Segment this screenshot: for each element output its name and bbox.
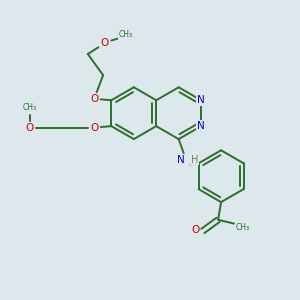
Text: N: N xyxy=(197,121,205,131)
Text: CH₃: CH₃ xyxy=(22,103,37,112)
Text: O: O xyxy=(26,123,34,133)
Text: O: O xyxy=(90,94,98,104)
Text: CH₃: CH₃ xyxy=(236,223,250,232)
Text: H: H xyxy=(191,155,198,165)
Text: N: N xyxy=(177,155,184,165)
Text: O: O xyxy=(90,123,98,133)
Text: O: O xyxy=(191,225,200,236)
Text: N: N xyxy=(197,95,205,105)
Text: CH₃: CH₃ xyxy=(118,30,133,39)
Text: O: O xyxy=(101,38,109,48)
